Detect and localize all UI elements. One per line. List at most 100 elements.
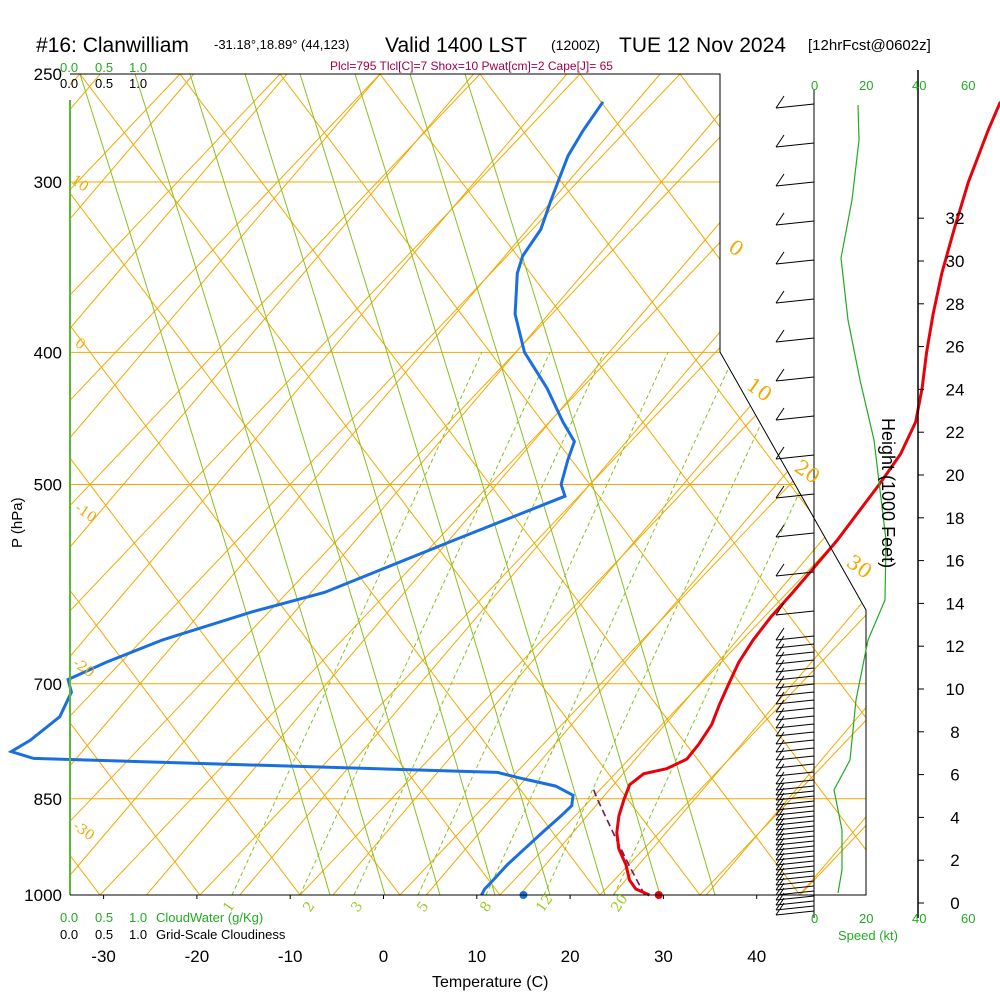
dry-adiabat-line [70,74,201,895]
wind-barb [775,610,815,616]
wind-barb-flag [775,827,785,841]
wind-barb-flag [775,747,785,761]
wind-barb-flag [775,777,785,791]
height-tick-label: 26 [946,338,965,357]
wind-barb [775,571,815,577]
wind-barb [775,103,815,109]
dry-adiabat-line [70,74,401,895]
wind-barb [775,840,815,846]
wind-barb-flag [775,446,785,460]
title-valid: Valid 1400 LST [385,34,527,57]
wind-barb-flag [775,707,785,721]
wind-barb-flag [775,763,785,777]
wind-barb-flag [775,173,785,187]
dry-adiabat-line [70,74,501,895]
adiabat-label: -10 [72,500,100,526]
wind-barb [775,910,815,916]
wind-barb-flag [775,651,785,665]
wind-barb-flag [775,787,785,801]
adiabat-label: 10 [68,172,92,195]
wind-barb-flag [775,731,785,745]
moist-adiabat-line [189,74,441,895]
dry-adiabat-line [79,74,701,895]
temperature-tick-label: 40 [747,947,766,966]
wind-barb [775,895,815,901]
wind-barb-flag [775,485,785,499]
dry-adiabat-line [379,74,866,895]
mixing-ratio-line [417,351,669,895]
isotherm-line [705,74,866,895]
wind-barb-flag [775,635,785,649]
wind-barb-flag [775,782,785,796]
wind-barb-flag [775,771,785,785]
pressure-tick-label: 1000 [24,886,62,905]
pressure-tick-label: 850 [34,790,62,809]
title-coords: -31.18°,18.89° (44,123) [214,37,349,52]
wind-barb-flag [775,683,785,697]
wind-barb-flag [775,902,785,916]
height-tick-label: 22 [946,423,965,442]
wind-barb-flag [775,755,785,769]
wind-barb-flag [775,807,785,821]
dry-adiabat-line [499,74,866,895]
cloudwater-scale-bottom-1: 0.5 [95,910,113,925]
height-tick-label: 18 [946,509,965,528]
wind-barb [775,298,815,304]
mixing-ratio-label: 8 [477,899,495,915]
wind-barb-flag [775,842,785,856]
dewpoint-profile-line [7,100,605,896]
pressure-tick-label: 300 [34,173,62,192]
speed-tick-bottom-0: 0 [811,911,818,926]
wind-barb [775,454,815,460]
wind-barb-flag [775,675,785,689]
cloudwater-scale-top-1: 0.5 [95,60,113,75]
cloudwater-scale-top-2: 1.0 [129,60,147,75]
wind-barb [775,800,815,806]
wind-barb [775,810,815,816]
wind-barb-flag [775,563,785,577]
wind-barb [775,415,815,421]
mixing-ratio-line [543,351,795,895]
wind-barb-flag [775,739,785,753]
wind-barb [775,830,815,836]
dry-adiabat-line [579,74,866,895]
wind-barb-flag [775,897,785,911]
isotherm-line [70,74,754,895]
wind-barb-flag [775,882,785,896]
height-tick-label: 30 [946,252,965,271]
wind-barb-flag [775,862,785,876]
wind-barb-flag [775,667,785,681]
moist-adiabat-line [464,74,716,895]
isotherm-line [332,74,866,895]
height-tick-label: 20 [946,466,965,485]
speed-tick-top-0: 0 [811,78,818,93]
temperature-tick-label: 0 [379,947,388,966]
isotherm-line [70,74,381,895]
dry-adiabat-line [479,74,866,895]
wind-barb [775,805,815,811]
wind-barb-flag [775,797,785,811]
wind-barb-flag [775,832,785,846]
dry-adiabat-line [70,74,301,895]
height-tick-label: 32 [946,209,965,228]
adiabat-label: 20 [790,454,825,488]
wind-barb-flag [775,251,785,265]
speed-tick-top-20: 20 [859,78,873,93]
wind-barb-flag [775,847,785,861]
dry-adiabat-line [70,74,281,895]
title-date: TUE 12 Nov 2024 [619,34,786,57]
wind-barb [775,795,815,801]
wind-barb [775,142,815,148]
x-axis-title: Temperature (C) [432,974,548,991]
wind-barb-flag [775,329,785,343]
wind-barb-flag [775,368,785,382]
cloudiness-scale-bottom-2: 1.0 [129,927,147,942]
wind-barb-flag [775,407,785,421]
wind-barb-flag [775,857,785,871]
wind-barb-flag [775,627,785,641]
wind-barb-flag [775,134,785,148]
mixing-ratio-label: 2 [300,899,318,915]
wind-barb-flag [775,723,785,737]
